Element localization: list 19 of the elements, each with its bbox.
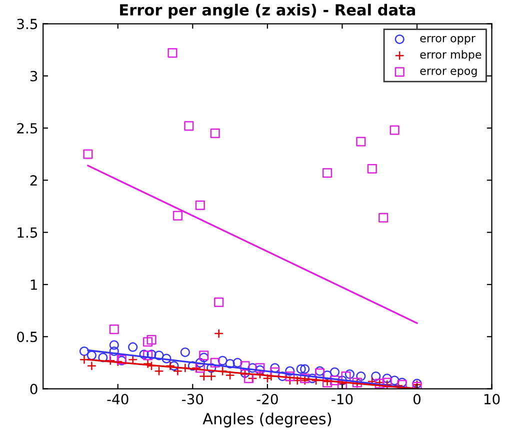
chart-title: Error per angle (z axis) - Real data [120, 4, 416, 19]
legend-label: error mbpe [420, 50, 482, 61]
legend-label: error epog [420, 68, 477, 78]
x-tick-label: -30 [182, 394, 204, 404]
x-tick-label: 10 [484, 394, 500, 404]
y-tick-label: 2.5 [17, 123, 38, 134]
legend-label: error oppr [420, 36, 476, 45]
y-tick-label: 0 [30, 384, 38, 394]
y-tick-label: 3 [30, 70, 38, 82]
y-tick-label: 0.5 [17, 332, 38, 342]
y-tick-label: 3.5 [17, 18, 38, 30]
y-tick-label: 1.5 [18, 228, 38, 238]
y-tick-label: 2 [30, 175, 37, 186]
x-tick-label: -40 [107, 394, 128, 404]
x-tick-label: -20 [256, 394, 278, 404]
y-tick-label: 1 [30, 280, 37, 290]
x-tick-label: 0 [414, 394, 421, 404]
x-tick-label: -10 [332, 394, 353, 404]
x-axis-title: Angles (degrees) [202, 412, 331, 428]
